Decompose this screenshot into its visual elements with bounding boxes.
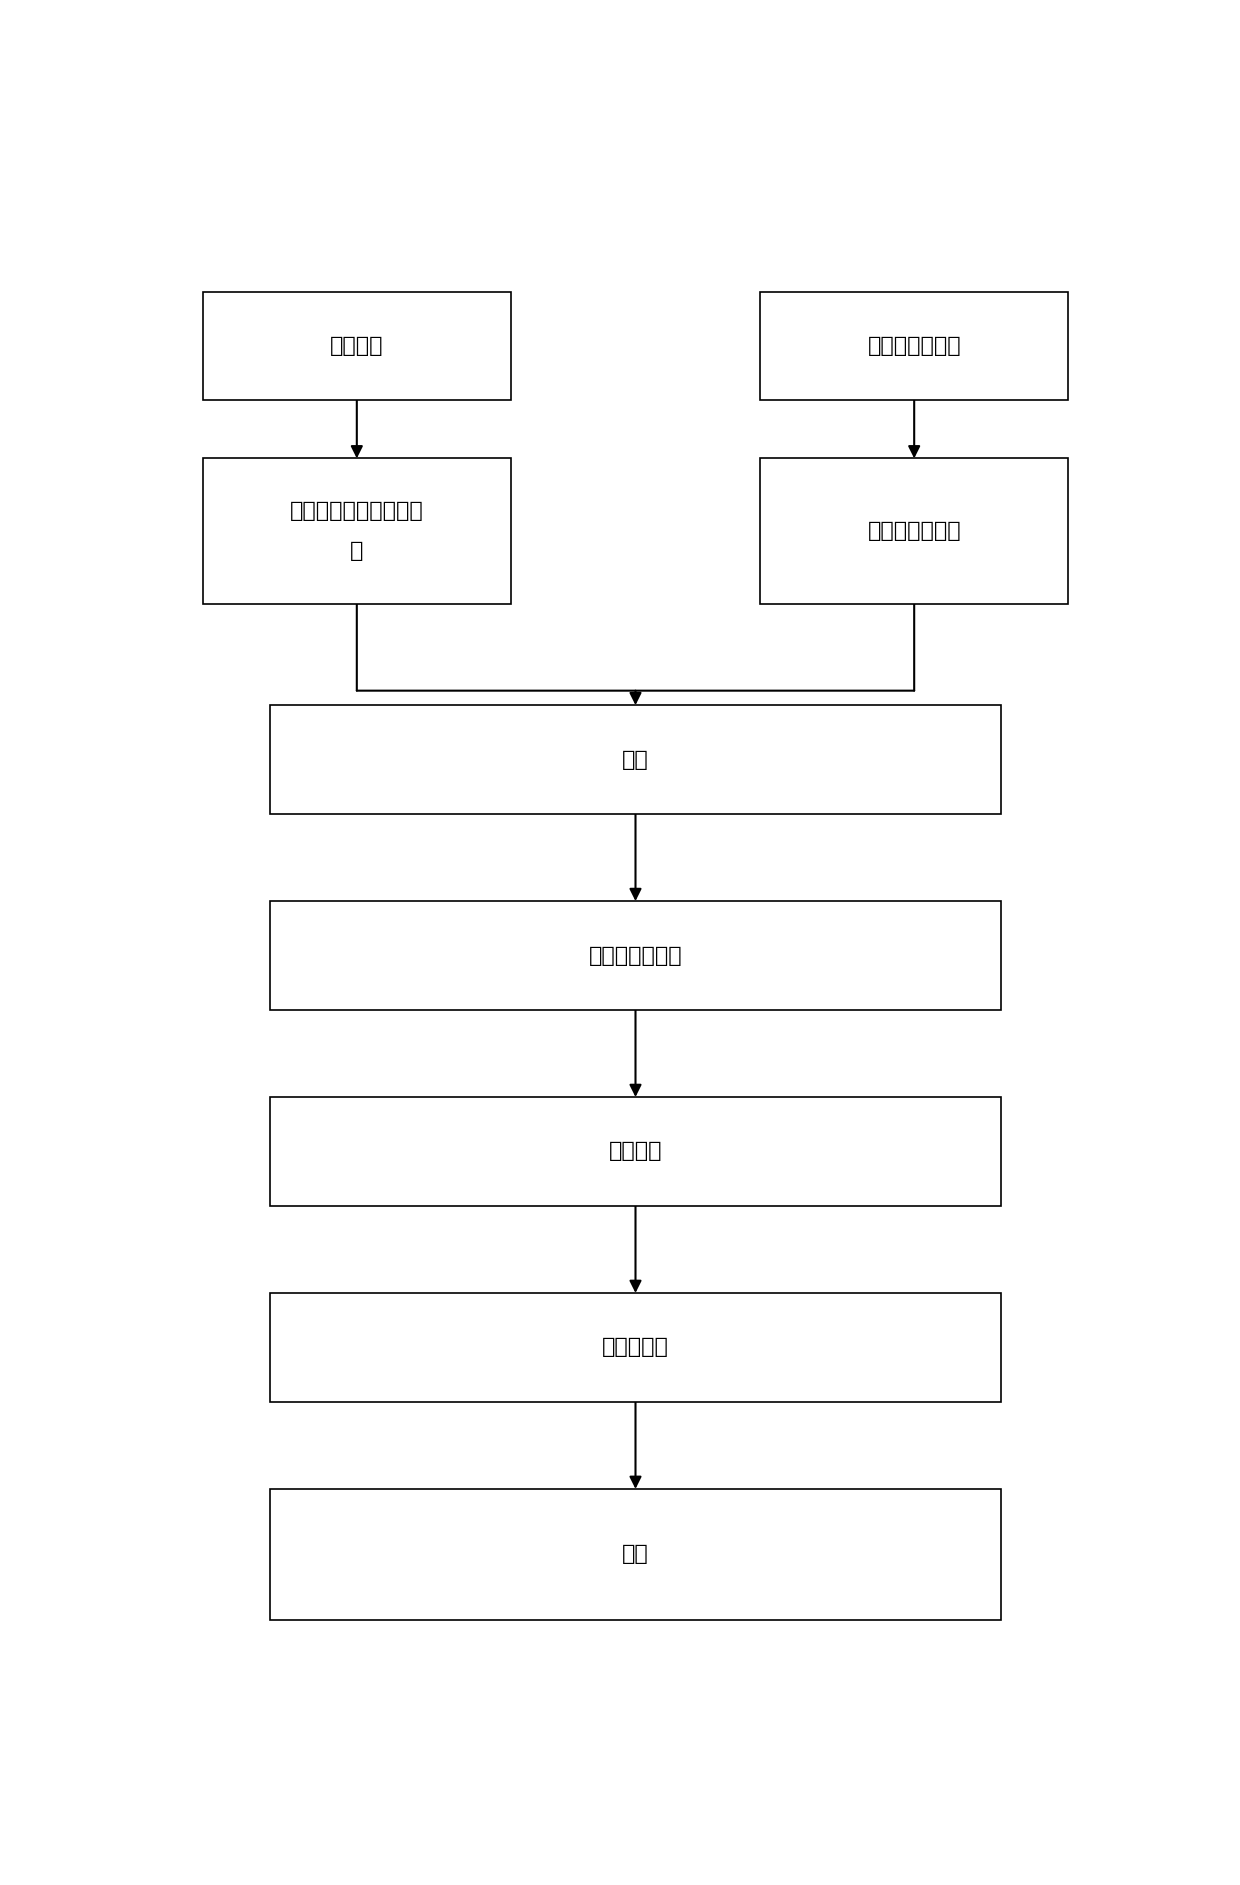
Text: 钢筋下料、除锈: 钢筋下料、除锈 <box>867 336 961 356</box>
Bar <box>203 292 511 400</box>
Bar <box>270 1293 1001 1402</box>
Bar <box>270 1097 1001 1206</box>
Text: 基面放线: 基面放线 <box>330 336 383 356</box>
Text: 支设模板: 支设模板 <box>609 1142 662 1161</box>
Text: 混凝土剔凿开洞及凿毛: 混凝土剔凿开洞及凿毛 <box>290 501 424 520</box>
Text: 植筋钻孔、清理: 植筋钻孔、清理 <box>867 520 961 541</box>
Bar <box>760 292 1068 400</box>
Bar <box>270 1489 1001 1619</box>
Text: 植筋: 植筋 <box>622 750 649 769</box>
Bar <box>203 458 511 603</box>
Text: 钢筋连接、绑扎: 钢筋连接、绑扎 <box>589 946 682 965</box>
Text: 清: 清 <box>350 541 363 562</box>
Bar <box>270 901 1001 1010</box>
Text: 浇注混凝土: 浇注混凝土 <box>603 1338 668 1357</box>
Bar <box>270 705 1001 814</box>
Bar <box>760 458 1068 603</box>
Text: 养护: 养护 <box>622 1544 649 1565</box>
